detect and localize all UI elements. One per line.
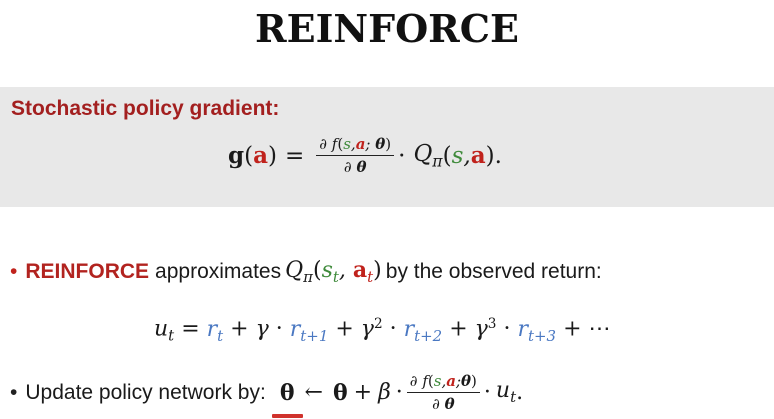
bullet-dot: • [10, 380, 18, 404]
q-value-expression: Qπ(st, at) [285, 257, 382, 287]
bullet-reinforce: • REINFORCE approximates Qπ(st, at) by t… [10, 257, 602, 286]
gradient-panel: Stochastic policy gradient: g(a) = ∂ f(s… [0, 87, 774, 207]
bullet-dot: • [10, 259, 18, 283]
return-equation: ut = rt + γ · rt+1 + γ2 · rt+2 + γ3 · rt… [154, 316, 611, 345]
reinforce-keyword: REINFORCE [25, 259, 150, 283]
policy-gradient-equation: g(a) = ∂ f(s,a; θ) ∂ θ · Qπ(s, a). [228, 135, 502, 176]
update-derivative-fraction: ∂ f(s,a;θ) ∂ θ [406, 372, 480, 413]
slide-title: REINFORCE [255, 6, 519, 51]
bullet-text-approximates: approximates [155, 259, 282, 283]
update-text: Update policy network by: [25, 380, 266, 404]
bullet-text-return: by the observed return: [385, 259, 602, 283]
bullet-update: • Update policy network by: θ ← θ + β · ∂ f… [10, 372, 524, 418]
partial-derivative-fraction: ∂ f(s,a; θ) ∂ θ [316, 135, 395, 176]
theta-underlined: θ [271, 379, 303, 418]
update-equation: θ ← θ + β · ∂ f(s,a;θ) ∂ θ · ut. [271, 372, 524, 418]
panel-heading: Stochastic policy gradient: [11, 97, 280, 120]
